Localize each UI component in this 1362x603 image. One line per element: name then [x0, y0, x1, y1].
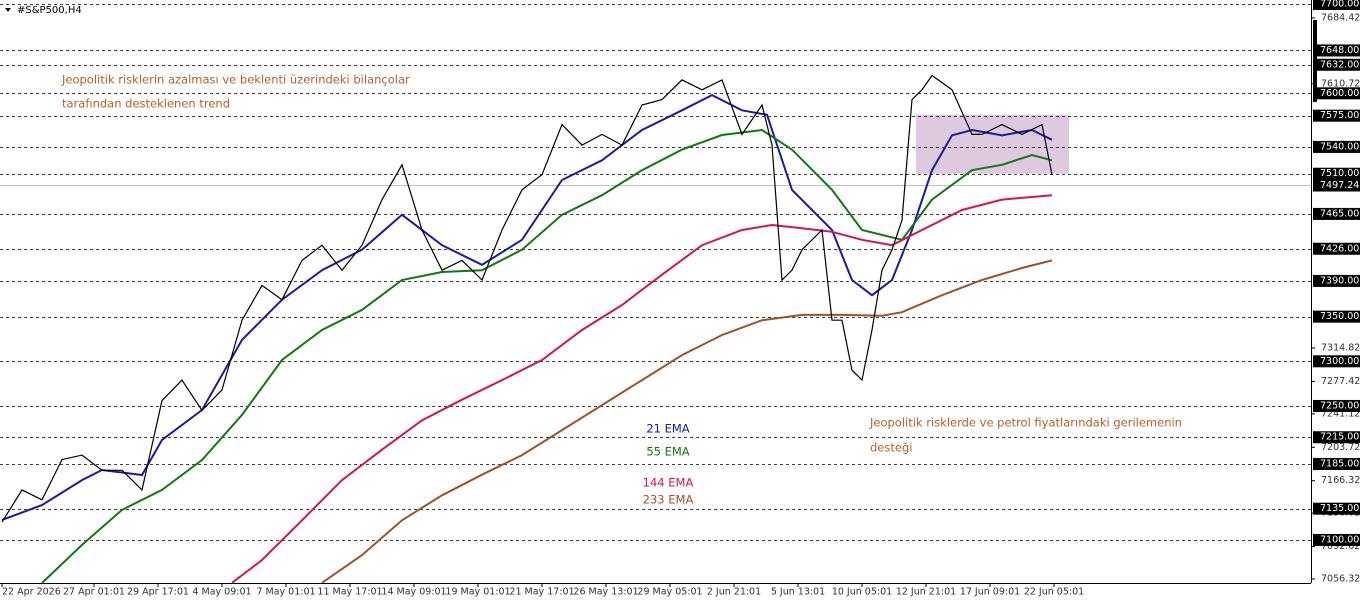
level-label: 7215.00: [1320, 432, 1359, 443]
y-tick-label: 7166.32: [1321, 475, 1360, 486]
menu-triangle: [5, 8, 11, 12]
level-label: 7300.00: [1320, 356, 1359, 367]
level-label: 7700.00: [1320, 0, 1359, 10]
level-label: 7250.00: [1320, 400, 1359, 411]
ema-line: [321, 259, 1053, 584]
annotation: tarafından desteklenen trend: [62, 97, 230, 111]
x-tick-label: 21 May 17:01: [509, 587, 574, 598]
annotation: desteği: [870, 441, 912, 455]
x-tick-label: 22 Apr 2026: [2, 587, 61, 598]
x-tick-label: 27 Apr 01:01: [63, 587, 125, 598]
level-label-box: [1313, 502, 1360, 515]
x-tick-label: 7 May 01:01: [256, 587, 315, 598]
y-tick-label: 7092.62: [1321, 541, 1360, 552]
x-tick-label: 12 Jun 21:01: [896, 587, 956, 598]
price-line: [1, 74, 1053, 523]
level-label-box: [1313, 140, 1360, 153]
level-label: 7390.00: [1320, 275, 1359, 286]
level-label-box: [1313, 431, 1360, 444]
legend-label: 233 EMA: [643, 493, 694, 507]
x-tick-label: 2 Jun 21:01: [707, 587, 761, 598]
level-label-box: [1313, 207, 1360, 220]
y-tick-label: 7203.72: [1321, 442, 1360, 453]
x-tick-label: 10 Jun 05:01: [832, 587, 892, 598]
ema-line: [231, 194, 1053, 584]
price-label-box: [1313, 179, 1360, 192]
y-tick-label: 7314.82: [1321, 343, 1360, 354]
level-label-box: [1313, 274, 1360, 287]
level-label-box: [1313, 533, 1360, 546]
level-label: 7135.00: [1320, 503, 1359, 514]
x-tick-label: 4 May 09:01: [192, 587, 251, 598]
annotation: Jeopolitik risklerde ve petrol fiyatları…: [869, 416, 1182, 430]
level-label-box: [1313, 242, 1360, 255]
x-tick-label: 17 Jun 09:01: [960, 587, 1020, 598]
level-label: 7350.00: [1320, 311, 1359, 322]
y-tick-label: 7684.42: [1321, 12, 1360, 23]
y-tick-label: 7277.42: [1321, 376, 1360, 387]
legend-label: 21 EMA: [646, 422, 689, 436]
ema-line: [41, 128, 1053, 584]
x-tick-label: 14 May 09:01: [381, 587, 446, 598]
price-label: 7497.24: [1320, 180, 1359, 191]
y-tick-label: 7056.32: [1321, 573, 1360, 584]
level-label-box: [1313, 87, 1360, 100]
level-label-box: [1313, 44, 1360, 57]
annotation: Jeopolitik risklerin azalması ve beklent…: [61, 73, 410, 87]
legend-label: 55 EMA: [646, 445, 689, 459]
y-tick-label: 7610.72: [1321, 78, 1360, 89]
level-label: 7465.00: [1320, 208, 1359, 219]
x-tick-label: 11 May 17:01: [317, 587, 382, 598]
level-label: 7185.00: [1320, 459, 1359, 470]
level-label-box: [1313, 109, 1360, 122]
level-label-box: [1313, 58, 1360, 71]
level-label-box: [1313, 310, 1360, 323]
level-label: 7510.00: [1320, 168, 1359, 179]
legend-label: 144 EMA: [643, 476, 694, 490]
level-label-box: [1313, 355, 1360, 368]
level-label: 7600.00: [1320, 88, 1359, 99]
chart-title: #S&P500,H4: [17, 5, 82, 16]
level-label: 7575.00: [1320, 110, 1359, 121]
level-label: 7648.00: [1320, 45, 1359, 56]
y-tick-label: 7241.12: [1321, 408, 1360, 419]
level-label-box: [1313, 0, 1360, 11]
zone: [916, 114, 1069, 174]
level-label: 7540.00: [1320, 141, 1359, 152]
level-label-box: [1313, 167, 1360, 180]
x-tick-label: 26 May 13:01: [573, 587, 638, 598]
x-tick-label: 19 May 01:01: [445, 587, 510, 598]
x-tick-label: 5 Jun 13:01: [771, 587, 825, 598]
level-label: 7426.00: [1320, 243, 1359, 254]
level-label-box: [1313, 399, 1360, 412]
level-label: 7632.00: [1320, 59, 1359, 70]
level-label: 7100.00: [1320, 534, 1359, 545]
level-label-box: [1313, 458, 1360, 471]
x-tick-label: 29 May 05:01: [637, 587, 702, 598]
x-tick-label: 29 Apr 17:01: [127, 587, 189, 598]
x-tick-label: 22 Jun 05:01: [1024, 587, 1084, 598]
